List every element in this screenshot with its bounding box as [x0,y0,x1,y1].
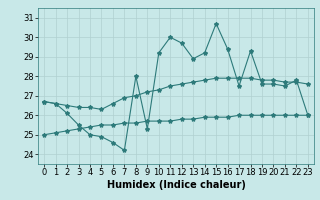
X-axis label: Humidex (Indice chaleur): Humidex (Indice chaleur) [107,180,245,190]
